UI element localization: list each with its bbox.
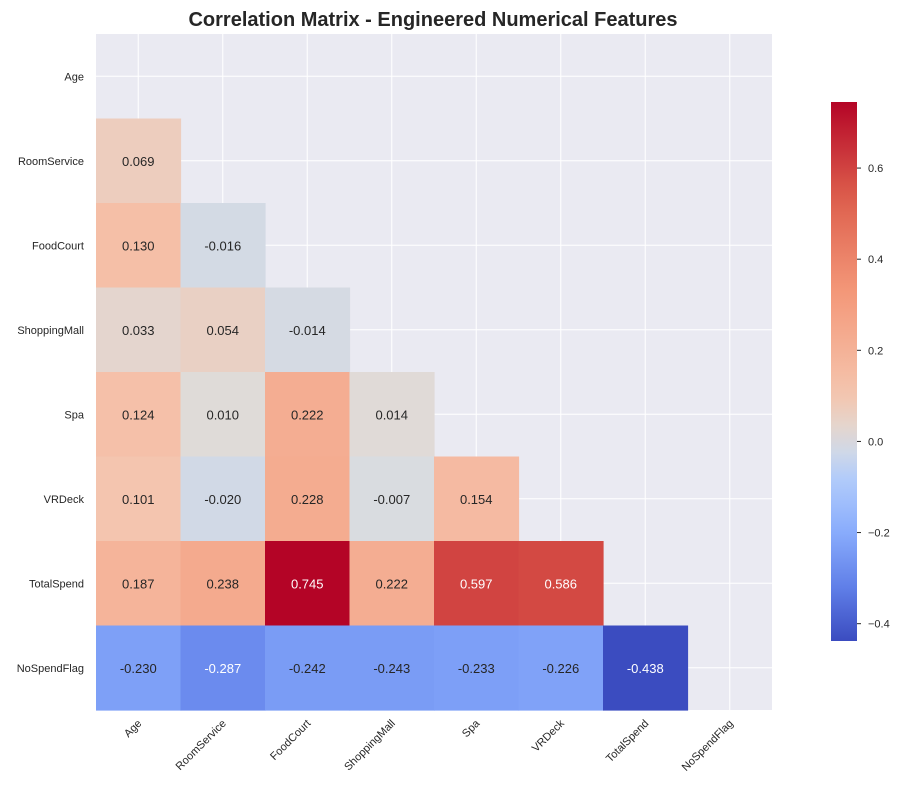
colorbar-tick-label: −0.4 <box>868 619 890 631</box>
y-tick-label: VRDeck <box>44 494 85 506</box>
heatmap-cell <box>180 203 266 289</box>
y-tick-label: Spa <box>64 409 84 421</box>
y-tick-label: NoSpendFlag <box>17 663 84 675</box>
cell-value-label: -0.230 <box>120 661 157 676</box>
y-tick-label: RoomService <box>18 156 84 168</box>
heatmap-cell <box>349 541 435 627</box>
cell-value-label: 0.010 <box>206 407 239 422</box>
colorbar-tick-label: 0.0 <box>868 436 883 448</box>
heatmap-cell <box>434 541 520 627</box>
heatmap-cell <box>96 287 182 373</box>
cell-value-label: -0.020 <box>204 492 241 507</box>
chart-title: Correlation Matrix - Engineered Numerica… <box>188 9 677 31</box>
colorbar-tick-label: −0.2 <box>868 528 890 540</box>
cell-value-label: -0.226 <box>542 661 579 676</box>
x-tick-label: Age <box>122 718 144 740</box>
colorbar-tick-label: 0.2 <box>868 345 883 357</box>
heatmap-cell <box>265 541 351 627</box>
cell-value-label: 0.597 <box>460 576 493 591</box>
cell-value-label: 0.222 <box>375 576 408 591</box>
x-tick-label: Spa <box>460 717 483 740</box>
heatmap-cell <box>180 372 266 458</box>
heatmap-cell <box>180 287 266 373</box>
cell-value-label: 0.228 <box>291 492 324 507</box>
y-tick-label: TotalSpend <box>29 578 84 590</box>
heatmap-cell <box>265 625 351 711</box>
heatmap-cell <box>96 118 182 204</box>
cell-value-label: -0.438 <box>627 661 664 676</box>
heatmap-cell <box>349 372 435 458</box>
colorbar: −0.4 −0.2 0.0 0.2 0.4 0.6 <box>831 102 890 641</box>
heatmap-cell <box>180 625 266 711</box>
cell-value-label: 0.154 <box>460 492 493 507</box>
heatmap-cell <box>603 625 689 711</box>
cell-value-label: 0.222 <box>291 407 324 422</box>
cell-value-label: 0.187 <box>122 576 155 591</box>
y-tick-label: ShoppingMall <box>17 325 84 337</box>
colorbar-tick-label: 0.6 <box>868 163 883 175</box>
heatmap-cell <box>96 372 182 458</box>
x-tick-label: FoodCourt <box>268 718 313 763</box>
heatmap-cell <box>180 541 266 627</box>
heatmap-cell <box>349 625 435 711</box>
cell-value-label: -0.014 <box>289 323 326 338</box>
cell-value-label: 0.014 <box>375 407 408 422</box>
heatmap-cell <box>265 287 351 373</box>
heatmap-cell <box>180 456 266 542</box>
x-tick-label: NoSpendFlag <box>680 718 736 774</box>
cell-value-label: 0.130 <box>122 238 155 253</box>
cell-value-label: 0.033 <box>122 323 155 338</box>
heatmap-cell <box>349 456 435 542</box>
heatmap-cell <box>96 625 182 711</box>
heatmap-cell <box>518 541 604 627</box>
colorbar-tick-label: 0.4 <box>868 254 883 266</box>
heatmap-cell <box>434 456 520 542</box>
x-tick-label: ShoppingMall <box>342 718 398 774</box>
cell-value-label: 0.069 <box>122 154 155 169</box>
cell-value-label: 0.124 <box>122 407 155 422</box>
x-tick-label: VRDeck <box>530 717 567 754</box>
heatmap-cell <box>96 203 182 289</box>
cell-value-label: -0.243 <box>373 661 410 676</box>
y-axis-tick-labels: Age RoomService FoodCourt ShoppingMall Spa VR… <box>17 71 85 675</box>
heatmap-cell <box>265 372 351 458</box>
cell-value-label: -0.287 <box>204 661 241 676</box>
cell-value-label: 0.745 <box>291 576 324 591</box>
heatmap-cell <box>434 625 520 711</box>
heatmap-cell <box>96 541 182 627</box>
x-axis-tick-labels: Age RoomService FoodCourt ShoppingMall Spa VR… <box>122 717 736 774</box>
cell-value-label: -0.242 <box>289 661 326 676</box>
cell-value-label: -0.016 <box>204 238 241 253</box>
x-tick-label: TotalSpend <box>604 718 651 765</box>
cell-value-label: 0.238 <box>206 576 239 591</box>
cell-value-label: 0.586 <box>544 576 577 591</box>
heatmap-cell <box>96 456 182 542</box>
cell-value-labels: 0.069 0.130 -0.016 0.033 0.054 -0.014 0.124 0.0… <box>120 154 664 676</box>
heatmap-cell <box>518 625 604 711</box>
colorbar-gradient <box>831 102 857 641</box>
heatmap-cell <box>265 456 351 542</box>
cell-value-label: -0.007 <box>373 492 410 507</box>
cell-value-label: 0.101 <box>122 492 155 507</box>
x-tick-label: RoomService <box>174 718 229 773</box>
y-tick-label: FoodCourt <box>32 240 84 252</box>
y-tick-label: Age <box>64 71 84 83</box>
cell-value-label: 0.054 <box>206 323 239 338</box>
cell-value-label: -0.233 <box>458 661 495 676</box>
heatmap-cells <box>96 118 689 711</box>
